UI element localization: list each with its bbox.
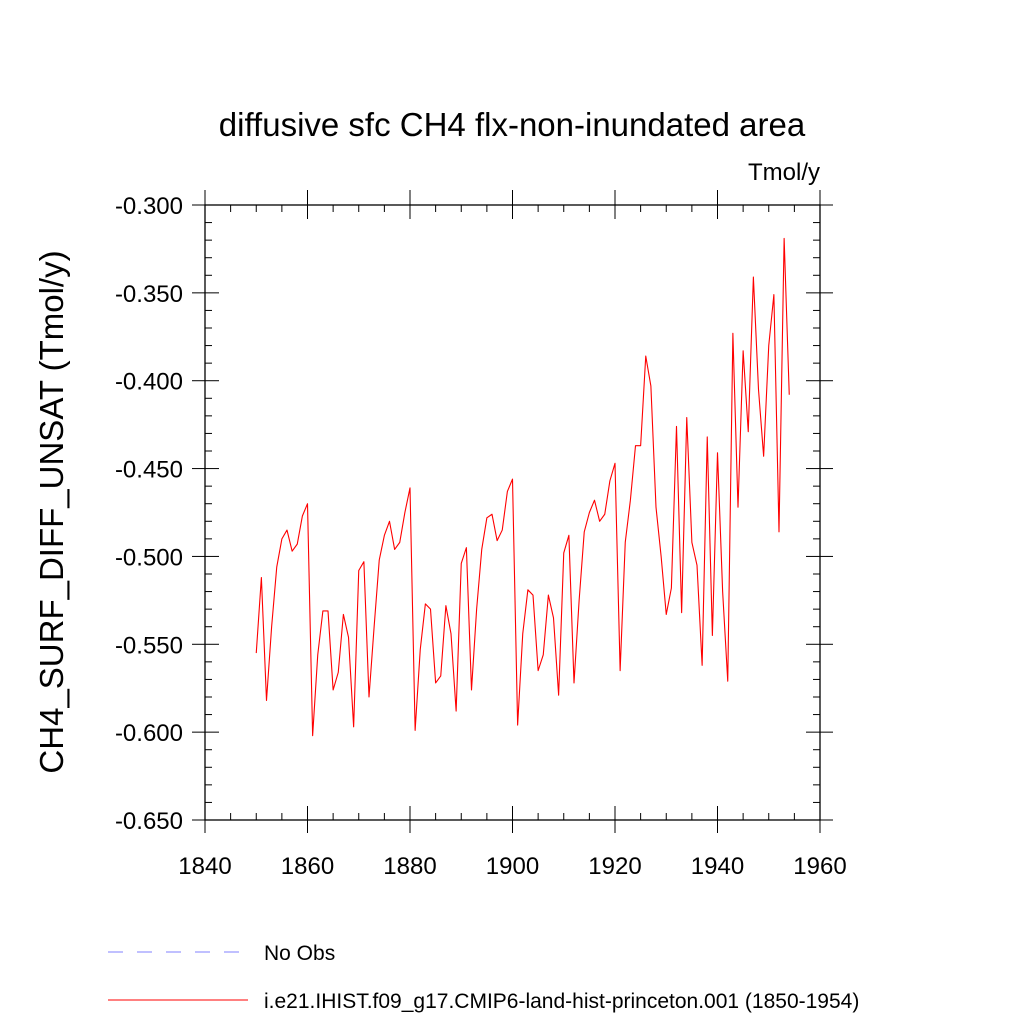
- chart-title: diffusive sfc CH4 flx-non-inundated area: [219, 106, 806, 143]
- y-axis-label: CH4_SURF_DIFF_UNSAT (Tmol/y): [33, 250, 70, 773]
- x-tick-label: 1940: [691, 853, 744, 880]
- series-lines: [255, 237, 790, 737]
- y-tick-label: -0.550: [115, 632, 183, 659]
- plot-frame: [204, 204, 821, 821]
- x-tick-label: 1960: [793, 853, 846, 880]
- y-tick-label: -0.650: [115, 808, 183, 835]
- y-tick-labels: -0.650 -0.600 -0.550 -0.500 -0.450 -0.400 -0.3…: [115, 193, 183, 835]
- x-tick-label: 1840: [178, 853, 231, 880]
- x-tick-label: 1900: [486, 853, 539, 880]
- units-label: Tmol/y: [748, 159, 820, 186]
- series-line: [255, 237, 790, 737]
- x-tick-label: 1880: [383, 853, 436, 880]
- legend-label: No Obs: [264, 942, 335, 965]
- y-tick-label: -0.500: [115, 544, 183, 571]
- legend-label: i.e21.IHIST.f09_g17.CMIP6-land-hist-prin…: [264, 990, 859, 1013]
- y-tick-label: -0.400: [115, 369, 183, 396]
- y-tick-label: -0.600: [115, 720, 183, 747]
- x-tick-labels: 1840 1860 1880 1900 1920 1940 1960: [178, 853, 846, 880]
- y-tick-label: -0.350: [115, 281, 183, 308]
- x-tick-label: 1920: [588, 853, 641, 880]
- y-tick-label: -0.300: [115, 193, 183, 220]
- y-tick-label: -0.450: [115, 457, 183, 484]
- legend: No Obs i.e21.IHIST.f09_g17.CMIP6-land-his…: [108, 942, 859, 1013]
- x-tick-label: 1860: [281, 853, 334, 880]
- axis-ticks: [192, 190, 833, 833]
